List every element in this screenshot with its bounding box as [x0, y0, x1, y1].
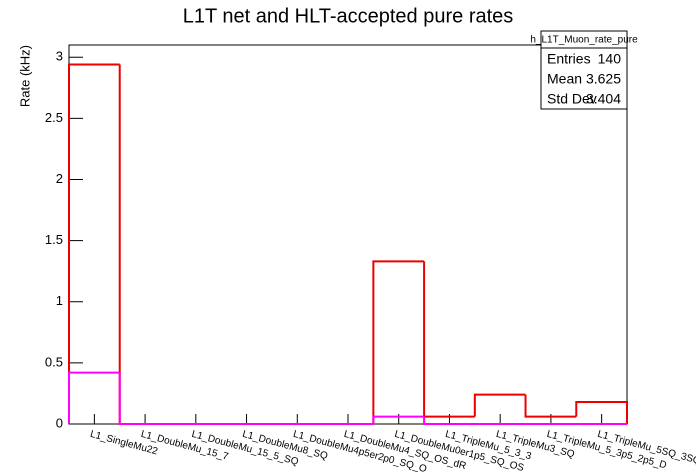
y-tick-label: 1.5: [45, 232, 63, 247]
stats-value: 3.404: [586, 91, 621, 107]
y-tick-label: 1: [56, 293, 63, 308]
histogram-bin: [68, 63, 120, 424]
histogram-bin: [524, 394, 577, 418]
histogram-bin: [423, 261, 475, 418]
histogram-bin: [423, 416, 475, 425]
y-axis-label: Rate (kHz): [17, 45, 32, 107]
stats-box: [540, 30, 628, 110]
y-tick-label: 2.5: [45, 110, 63, 125]
histogram-bin: [372, 260, 425, 424]
y-tick-label: 0: [56, 415, 63, 430]
stats-title: h_L1T_Muon_rate_pure: [530, 35, 638, 46]
stats-value: 140: [598, 51, 622, 67]
stats-label: Std Dev: [547, 91, 597, 107]
stats-label: Mean: [547, 71, 582, 87]
histogram-bin: [372, 415, 425, 424]
histogram-bin: [68, 371, 120, 424]
histogram-bin: [575, 400, 628, 424]
y-tick-label: 0.5: [45, 354, 63, 369]
stats-value: 3.625: [586, 71, 621, 87]
chart-title: L1T net and HLT-accepted pure rates: [183, 5, 514, 27]
histogram-bin: [473, 393, 526, 417]
y-tick-label: 3: [56, 49, 63, 64]
histogram-bin: [118, 372, 171, 425]
histogram-bin: [118, 64, 171, 425]
y-tick-label: 2: [56, 171, 63, 186]
stats-label: Entries: [547, 51, 591, 67]
